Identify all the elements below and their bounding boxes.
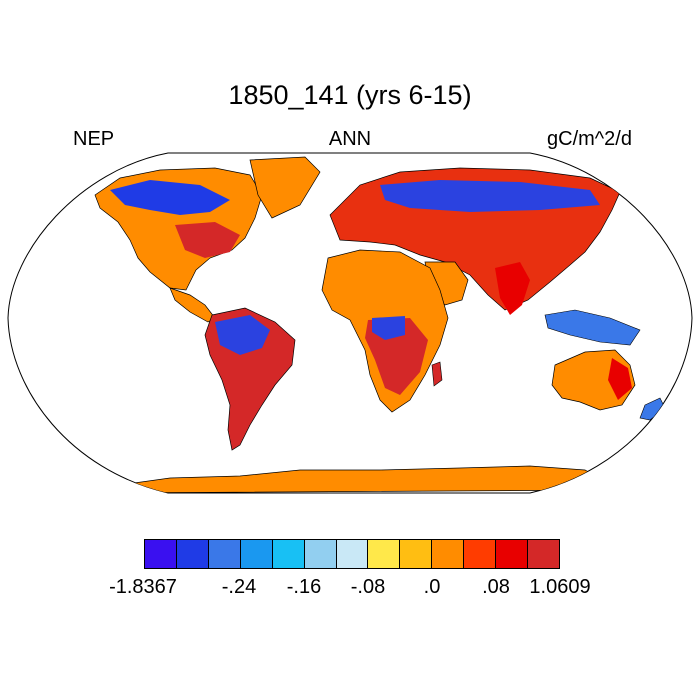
colorbar-swatch bbox=[464, 540, 497, 568]
colorbar bbox=[144, 539, 560, 569]
colorbar-tick-label: -.08 bbox=[350, 576, 386, 598]
congo-basin bbox=[372, 316, 405, 340]
variable-label: NEP bbox=[73, 128, 115, 150]
amazon-basin bbox=[215, 315, 270, 355]
colorbar-swatch bbox=[336, 540, 369, 568]
greenland bbox=[249, 156, 321, 219]
madagascar bbox=[431, 361, 443, 387]
season-label: ANN bbox=[328, 128, 372, 150]
colorbar-swatch bbox=[208, 540, 241, 568]
colorbar-swatch bbox=[496, 540, 529, 568]
colorbar-tick-label: -.16 bbox=[286, 576, 322, 598]
india bbox=[495, 262, 530, 315]
colorbar-swatch bbox=[304, 540, 337, 568]
colorbar-tick-label: .08 bbox=[482, 576, 510, 598]
colorbar-swatch bbox=[432, 540, 465, 568]
colorbar-swatch bbox=[272, 540, 305, 568]
colorbar-tick-label: -.24 bbox=[221, 576, 257, 598]
siberia-forest bbox=[380, 180, 600, 212]
colorbar-swatch bbox=[240, 540, 273, 568]
units-label: gC/m^2/d bbox=[547, 128, 632, 150]
colorbar-swatch bbox=[528, 540, 559, 568]
colorbar-swatch bbox=[176, 540, 209, 568]
antarctica bbox=[89, 465, 622, 493]
maritime-southeast-asia bbox=[544, 309, 641, 346]
colorbar-tick-label: -1.8367 bbox=[109, 576, 177, 598]
north-america-east bbox=[175, 222, 240, 258]
colorbar-swatch bbox=[368, 540, 401, 568]
map-title: 1850_141 (yrs 6-15) bbox=[228, 80, 472, 110]
colorbar-swatch bbox=[400, 540, 433, 568]
colorbar-tick-label: 1.0609 bbox=[529, 576, 591, 598]
north-america-forest bbox=[110, 180, 230, 215]
colorbar-tick-label: .0 bbox=[423, 576, 441, 598]
colorbar-swatch bbox=[145, 540, 177, 568]
australia-east bbox=[608, 358, 632, 400]
